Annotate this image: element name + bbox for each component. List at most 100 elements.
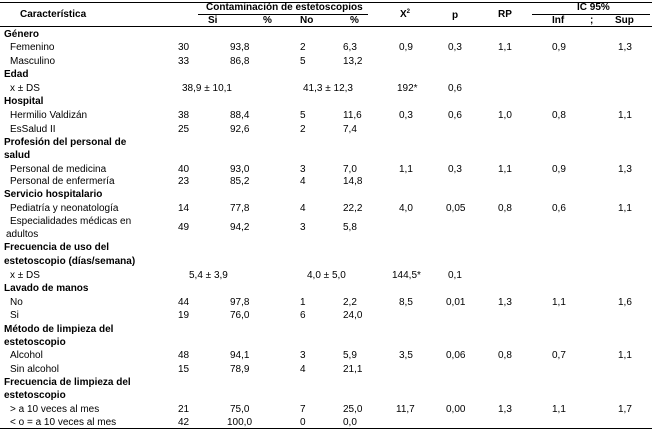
cell-p: 0,1 bbox=[448, 270, 462, 281]
cell-no: 5 bbox=[300, 110, 306, 121]
row-label: EsSalud II bbox=[10, 124, 56, 135]
cell-rp: 1,3 bbox=[498, 297, 512, 308]
section-frecuencia-limpieza: Frecuencia de limpieza del bbox=[4, 377, 131, 388]
cell-pct1: 100,0 bbox=[227, 417, 253, 428]
cell-si: 25 bbox=[178, 124, 190, 135]
cell-chi2: 144,5* bbox=[392, 270, 421, 281]
section-servicio: Servicio hospitalario bbox=[4, 189, 103, 200]
cell-pct1: 78,9 bbox=[230, 364, 250, 375]
cell-rp: 1,3 bbox=[498, 404, 512, 415]
cell-si: 23 bbox=[178, 176, 190, 187]
header-ic: IC 95% bbox=[577, 2, 610, 13]
row-label: > a 10 veces al mes bbox=[10, 404, 100, 415]
section-hospital: Hospital bbox=[4, 96, 44, 107]
header-chi2-sup: 2 bbox=[406, 9, 411, 15]
cell-pct2: 5,9 bbox=[343, 350, 357, 361]
cell-si: 21 bbox=[178, 404, 190, 415]
cell-no: 3 bbox=[300, 350, 306, 361]
cell-sup: 1,7 bbox=[618, 404, 632, 415]
cell-no: 3 bbox=[300, 164, 306, 175]
cell-pct2: 25,0 bbox=[343, 404, 363, 415]
section-frecuencia-limpieza-cont: estetoscopio bbox=[4, 390, 66, 401]
header-contaminacion: Contaminación de estetoscopios bbox=[206, 2, 363, 13]
header-caracteristica: Característica bbox=[20, 9, 87, 20]
cell-pct1: 77,8 bbox=[230, 203, 250, 214]
cell-pct1: 97,8 bbox=[230, 297, 250, 308]
section-frecuencia-uso: Frecuencia de uso del bbox=[4, 242, 110, 253]
cell-sup: 1,1 bbox=[618, 110, 632, 121]
cell-si: 38,9 ± 10,1 bbox=[182, 83, 232, 94]
cell-si: 44 bbox=[178, 297, 190, 308]
cell-si: 33 bbox=[178, 56, 190, 67]
cell-chi2: 3,5 bbox=[399, 350, 413, 361]
cell-si: 40 bbox=[178, 164, 190, 175]
cell-si: 49 bbox=[178, 222, 190, 233]
cell-pct2: 14,8 bbox=[343, 176, 363, 187]
cell-si: 38 bbox=[178, 110, 190, 121]
cell-inf: 1,1 bbox=[552, 297, 566, 308]
header-no: No bbox=[300, 15, 314, 26]
cell-chi2: 192* bbox=[397, 83, 418, 94]
cell-no: 4 bbox=[300, 176, 306, 187]
header-p: p bbox=[452, 10, 459, 21]
cell-no: 7 bbox=[300, 404, 306, 415]
cell-inf: 0,9 bbox=[552, 42, 566, 53]
row-label: Masculino bbox=[10, 56, 56, 67]
cell-pct1: 93,0 bbox=[230, 164, 250, 175]
row-label: Personal de medicina bbox=[10, 164, 107, 175]
header-sep: ; bbox=[590, 15, 594, 26]
header-inf: Inf bbox=[552, 15, 565, 26]
cell-sup: 1,3 bbox=[618, 164, 632, 175]
header-rp: RP bbox=[498, 9, 512, 20]
cell-sup: 1,1 bbox=[618, 203, 632, 214]
cell-rp: 1,1 bbox=[498, 164, 512, 175]
cell-p: 0,06 bbox=[446, 350, 466, 361]
cell-pct2: 2,2 bbox=[343, 297, 357, 308]
cell-inf: 0,9 bbox=[552, 164, 566, 175]
row-label: Hermilio Valdizán bbox=[10, 110, 88, 121]
cell-si: 48 bbox=[178, 350, 190, 361]
cell-inf: 0,6 bbox=[552, 203, 566, 214]
cell-chi2: 0,3 bbox=[399, 110, 413, 121]
cell-no: 4 bbox=[300, 364, 306, 375]
row-label-cont: adultos bbox=[6, 229, 39, 240]
section-profesion: Profesión del personal de bbox=[4, 137, 127, 148]
header-si: Si bbox=[208, 15, 218, 26]
cell-p: 0,00 bbox=[446, 404, 466, 415]
cell-no: 2 bbox=[300, 42, 306, 53]
table-top-rule bbox=[0, 2, 652, 3]
cell-p: 0,3 bbox=[448, 164, 462, 175]
row-label: x ± DS bbox=[10, 270, 40, 281]
cell-inf: 0,8 bbox=[552, 110, 566, 121]
cell-no: 5 bbox=[300, 56, 306, 67]
cell-no: 41,3 ± 12,3 bbox=[303, 83, 353, 94]
cell-pct2: 0,0 bbox=[343, 417, 357, 428]
row-label: Si bbox=[10, 310, 19, 321]
cell-sup: 1,1 bbox=[618, 350, 632, 361]
header-pct2: % bbox=[350, 15, 359, 26]
cell-no: 4,0 ± 5,0 bbox=[307, 270, 346, 281]
cell-pct1: 93,8 bbox=[230, 42, 250, 53]
row-label: Personal de enfermería bbox=[10, 176, 115, 187]
row-label: Femenino bbox=[10, 42, 55, 53]
section-profesion-cont: salud bbox=[4, 150, 31, 161]
section-frecuencia-uso-cont: estetoscopio (días/semana) bbox=[4, 256, 136, 267]
section-lavado: Lavado de manos bbox=[4, 283, 89, 294]
cell-si: 5,4 ± 3,9 bbox=[189, 270, 228, 281]
row-label: Alcohol bbox=[10, 350, 43, 361]
header-pct1: % bbox=[263, 15, 272, 26]
cell-pct1: 86,8 bbox=[230, 56, 250, 67]
cell-rp: 1,0 bbox=[498, 110, 512, 121]
cell-no: 3 bbox=[300, 222, 306, 233]
cell-p: 0,01 bbox=[446, 297, 466, 308]
cell-si: 14 bbox=[178, 203, 190, 214]
cell-pct1: 88,4 bbox=[230, 110, 250, 121]
row-label: No bbox=[10, 297, 23, 308]
table-bottom-rule bbox=[0, 428, 652, 429]
row-label: Pediatría y neonatología bbox=[10, 203, 119, 214]
cell-chi2: 8,5 bbox=[399, 297, 413, 308]
cell-chi2: 0,9 bbox=[399, 42, 413, 53]
header-chi2-base: X bbox=[400, 9, 407, 20]
cell-pct2: 13,2 bbox=[343, 56, 363, 67]
cell-si: 15 bbox=[178, 364, 190, 375]
